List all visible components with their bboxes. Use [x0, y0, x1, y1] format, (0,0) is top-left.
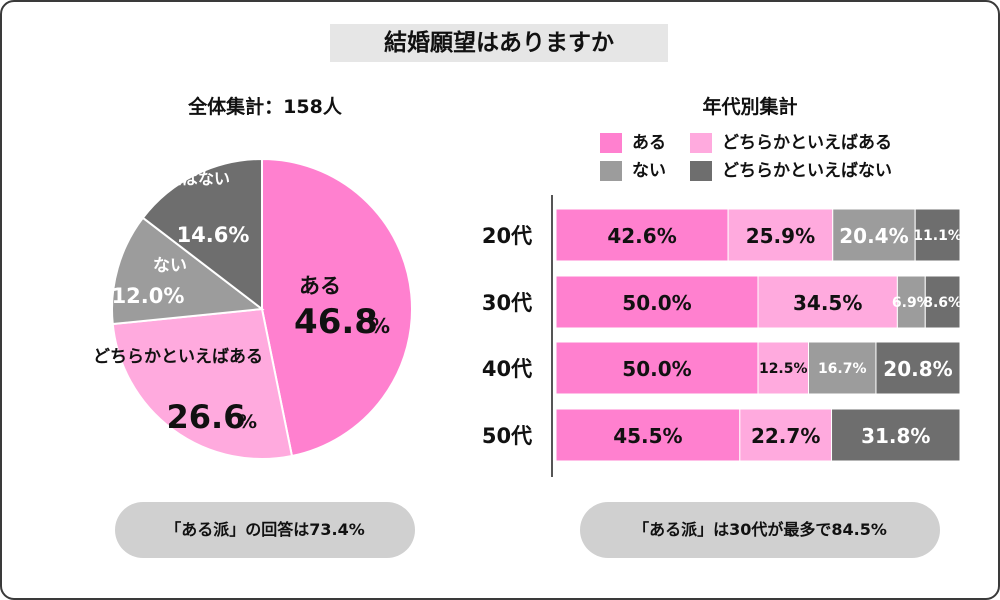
pie-label-name: どちらかといえばない — [70, 169, 230, 188]
pie-slice — [111, 216, 265, 326]
bar-value-label: 6.9% — [892, 295, 931, 311]
bar-segment — [808, 341, 877, 395]
bar-category-label: 30代 — [482, 291, 532, 315]
pie-slice — [141, 157, 263, 312]
bar-value-label: 31.8% — [861, 424, 930, 448]
bar-segment — [555, 208, 729, 262]
bar-segment — [914, 208, 961, 262]
bar-category-label: 40代 — [482, 357, 532, 381]
bar-value-label: 8.6% — [923, 295, 962, 311]
chart-title: 結婚願望はありますか — [384, 30, 614, 56]
bar-value-label: 34.5% — [793, 291, 862, 315]
legend-item-dochira-aru: どちらかといえばある — [690, 132, 892, 154]
legend-label: どちらかといえばある — [722, 133, 892, 153]
bar-segment — [831, 408, 961, 462]
pie-label-name: ある — [299, 274, 341, 298]
bar-segment — [924, 275, 961, 329]
legend-item-nai: ない — [600, 160, 666, 182]
pie-slice — [111, 307, 294, 460]
title-band — [330, 24, 668, 62]
bar-value-label: 42.6% — [607, 224, 676, 248]
pie-label-name: どちらかといえばある — [93, 347, 263, 367]
pie-label-name: ない — [153, 256, 187, 276]
legend-item-aru: ある — [600, 132, 666, 154]
bar-segment — [555, 408, 741, 462]
pie-label-unit: % — [238, 411, 257, 433]
legend-swatch — [690, 161, 712, 181]
bar-chart-title: 年代別集計 — [702, 96, 798, 118]
pie-summary-callout: 「ある派」の回答は73.4% — [115, 502, 415, 558]
legend-swatch — [690, 133, 712, 153]
bar-segment — [555, 341, 759, 395]
pie-label-value: 26.6 — [167, 398, 246, 436]
bar-segment — [875, 341, 961, 395]
pie-slice — [261, 157, 413, 458]
pie-label-value: 14.6% — [177, 223, 250, 247]
bar-value-label: 16.7% — [818, 361, 867, 377]
legend-label: どちらかといえばない — [722, 161, 892, 181]
legend-item-dochira-nai: どちらかといえばない — [690, 160, 892, 182]
legend-label: ある — [632, 133, 666, 153]
bar-category-label: 50代 — [482, 424, 532, 448]
bar-value-label: 50.0% — [622, 291, 691, 315]
bar-value-label: 11.1% — [913, 228, 962, 244]
bar-segment — [832, 208, 916, 262]
bar-value-label: 25.9% — [746, 224, 815, 248]
bar-category-label: 20代 — [482, 224, 532, 248]
bar-value-label: 20.4% — [839, 224, 908, 248]
legend-swatch — [600, 161, 622, 181]
bar-summary-callout: 「ある派」は30代が最多で84.5% — [580, 502, 940, 558]
pie-label-value: 46.8 — [294, 302, 378, 342]
bar-value-label: 20.8% — [883, 357, 952, 381]
bar-segment — [727, 208, 834, 262]
bar-value-label: 22.7% — [751, 424, 820, 448]
legend-label: ない — [632, 161, 666, 181]
legend-swatch — [600, 133, 622, 153]
bar-value-label: 45.5% — [613, 424, 682, 448]
pie-label-unit: % — [370, 314, 390, 338]
bar-value-label: 50.0% — [622, 357, 691, 381]
bar-value-label: 12.5% — [759, 361, 808, 377]
pie-title: 全体集計：158人 — [188, 96, 342, 118]
pie-label-value: 12.0% — [112, 284, 185, 308]
